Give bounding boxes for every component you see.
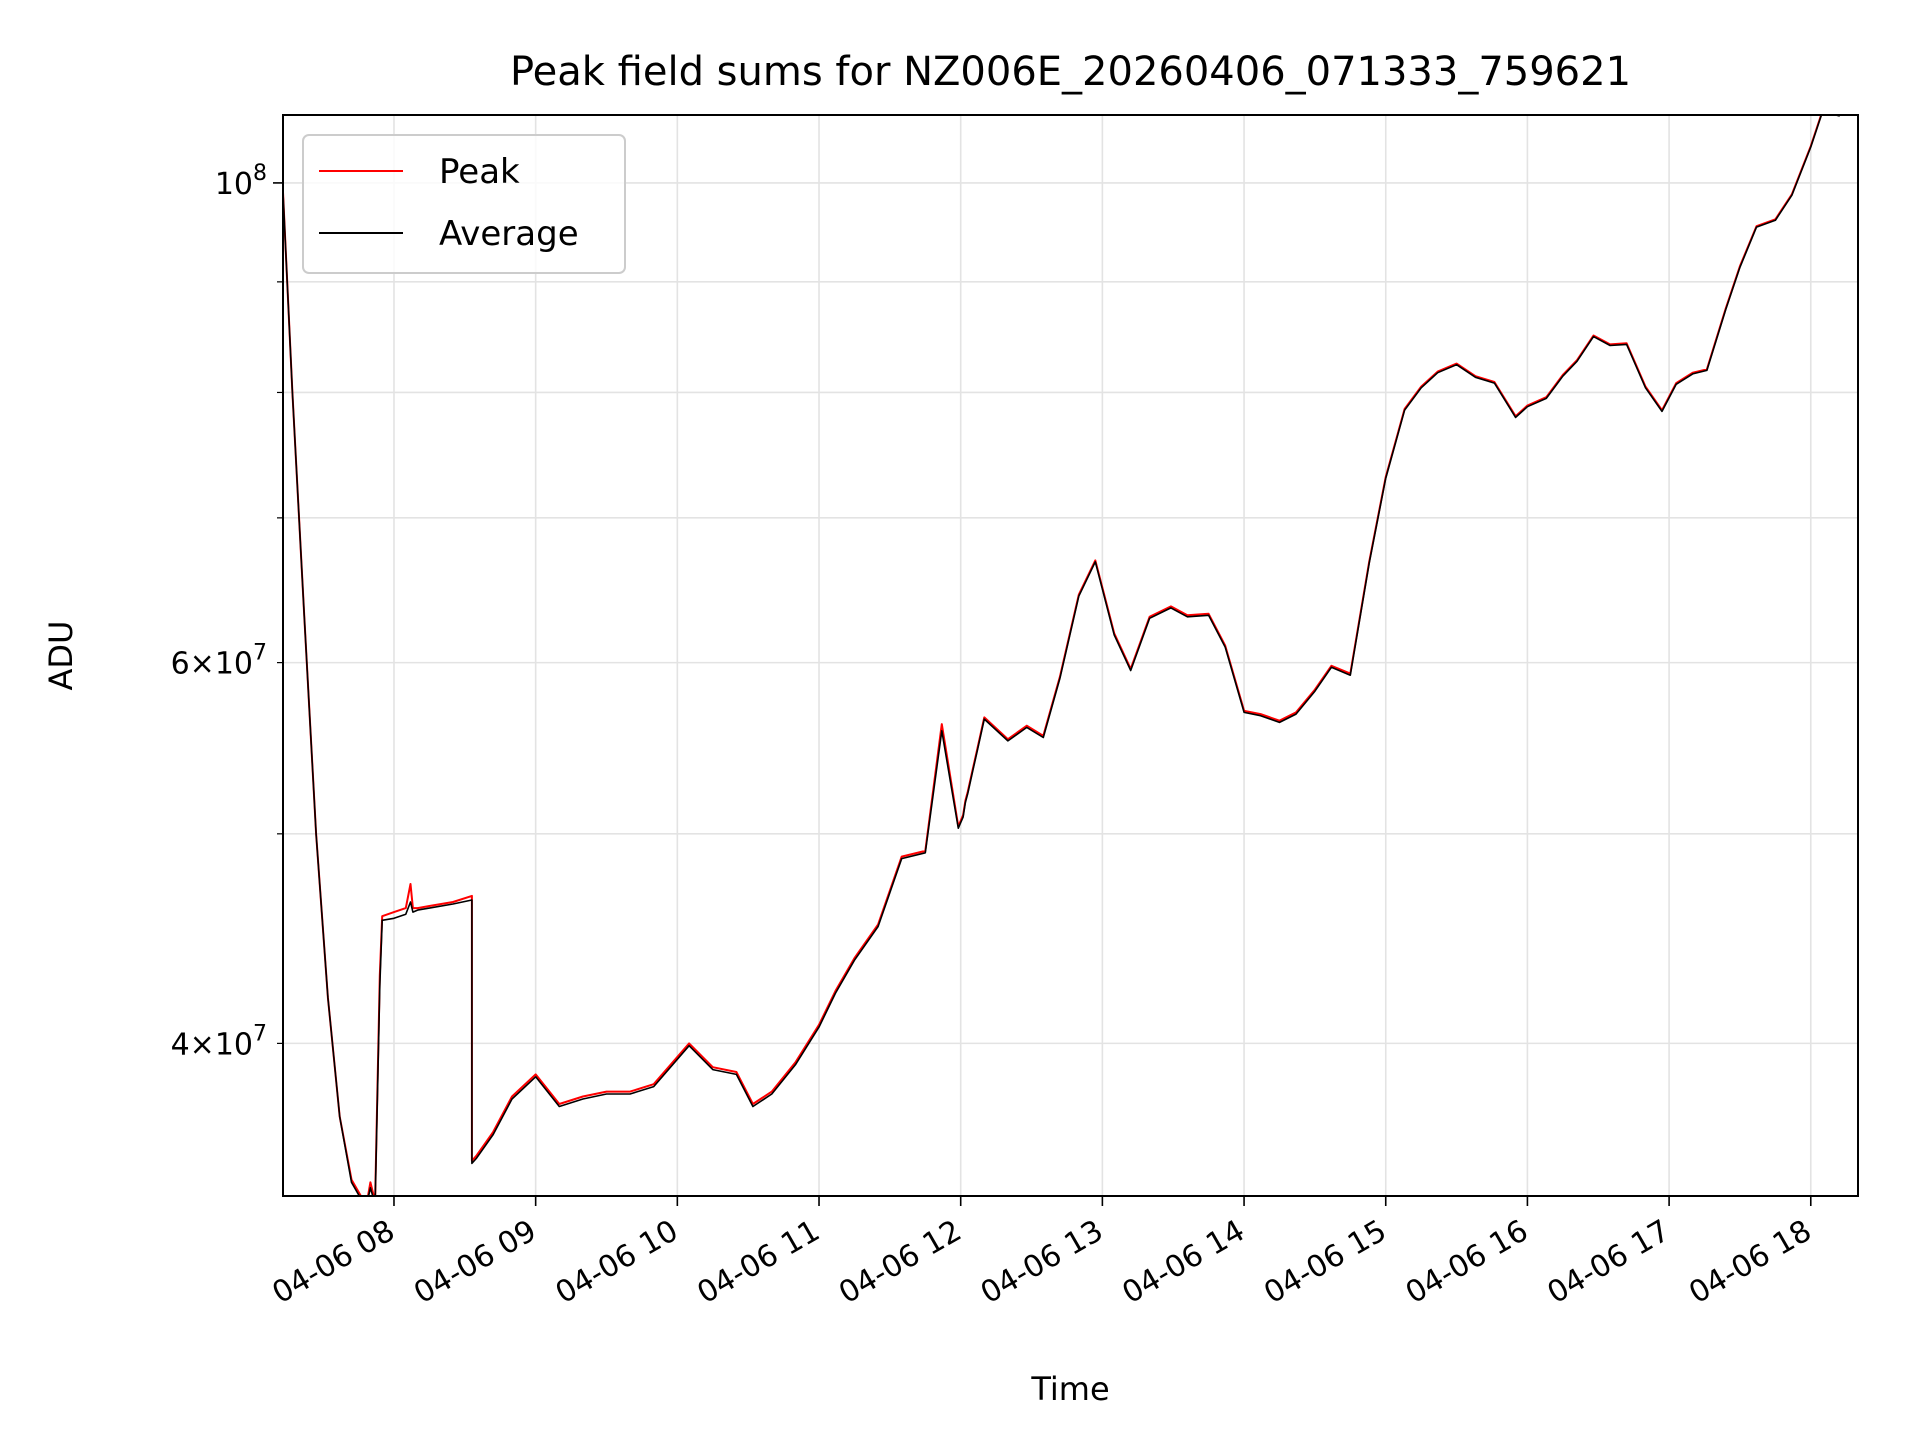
y-tick-label: 4×107: [171, 1021, 267, 1062]
y-tick-base: 10: [215, 647, 253, 682]
legend-label-average: Average: [439, 214, 579, 254]
y-tick-exponent: 7: [253, 1021, 267, 1046]
series-layer: [283, 115, 1841, 1196]
series-line-peak: [283, 115, 1841, 1196]
series-line-average: [283, 115, 1841, 1196]
y-tick-exponent: 7: [253, 641, 267, 666]
y-tick-times: ×: [190, 1027, 215, 1062]
chart-title: Peak field sums for NZ006E_20260406_0713…: [510, 49, 1631, 95]
y-tick-mantissa: 4: [171, 1027, 190, 1062]
plot-frame: [282, 114, 1859, 1197]
y-tick-mantissa: 6: [171, 647, 190, 682]
y-tick-label: 6×107: [171, 641, 267, 682]
y-tick-label: 108: [215, 161, 267, 202]
y-tick-times: ×: [190, 647, 215, 682]
y-tick-exponent: 8: [253, 161, 267, 186]
y-tick-base: 10: [215, 1027, 253, 1062]
y-tick-base: 10: [215, 167, 253, 202]
legend-box: [302, 134, 626, 274]
grid: [283, 115, 1858, 1196]
y-axis-title: ADU: [42, 621, 80, 691]
legend: Peak Average: [302, 134, 626, 274]
x-axis-title: Time: [1030, 1370, 1109, 1408]
legend-label-peak: Peak: [439, 152, 520, 192]
